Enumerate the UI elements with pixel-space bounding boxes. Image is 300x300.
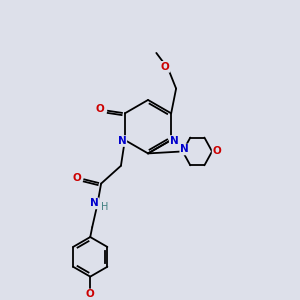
Text: N: N xyxy=(90,198,99,208)
Text: N: N xyxy=(180,145,189,154)
Text: H: H xyxy=(101,202,109,212)
Text: O: O xyxy=(86,290,94,299)
Text: N: N xyxy=(170,136,178,146)
Text: O: O xyxy=(72,173,81,183)
Text: O: O xyxy=(213,146,221,156)
Text: O: O xyxy=(161,62,170,72)
Text: N: N xyxy=(118,136,126,146)
Text: O: O xyxy=(96,104,104,114)
